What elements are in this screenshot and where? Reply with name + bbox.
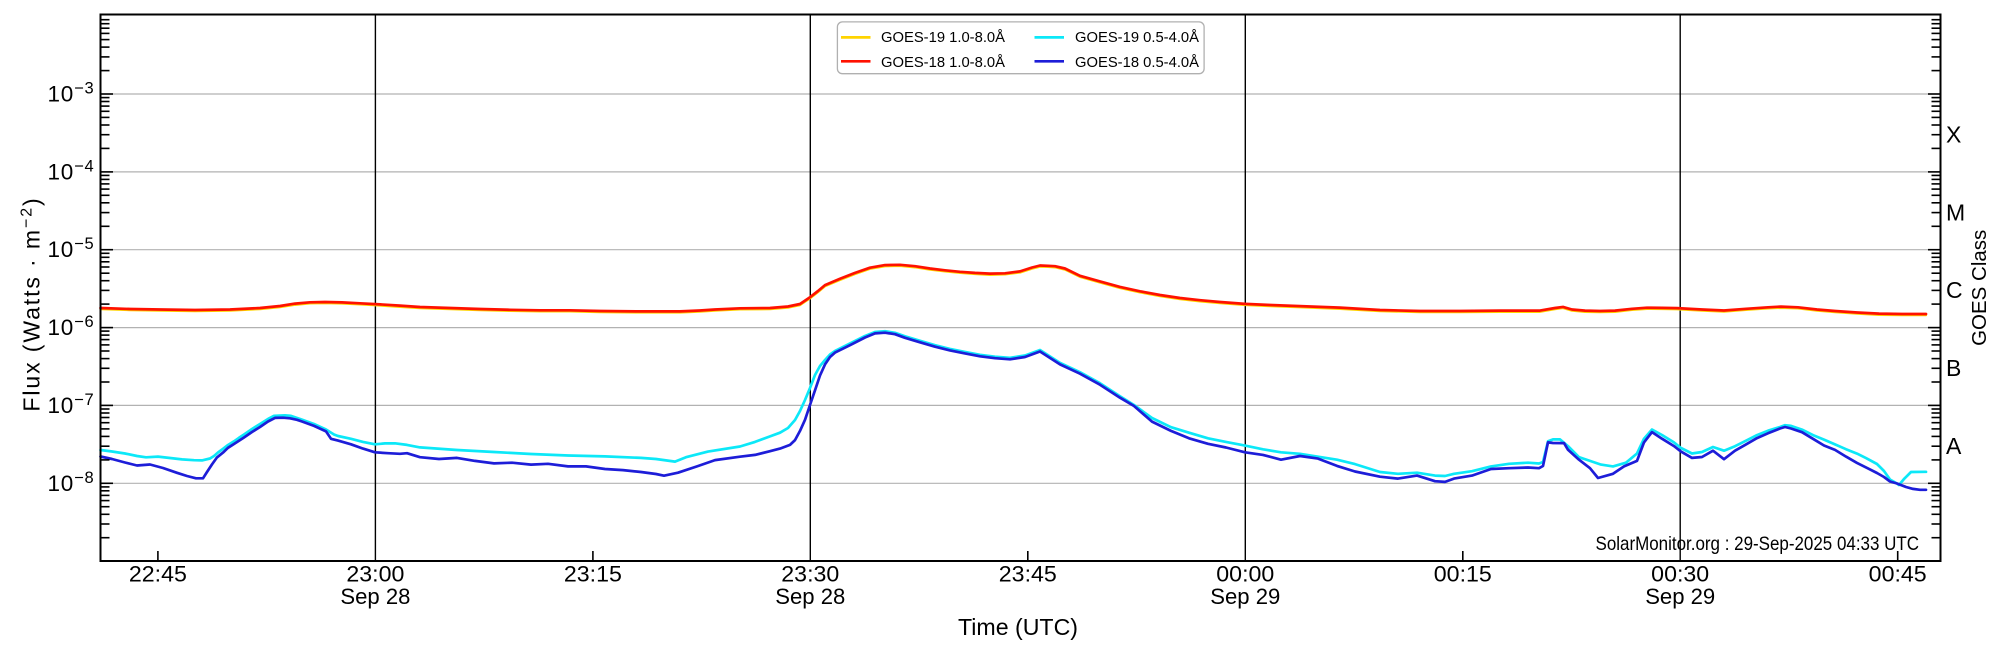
svg-text:GOES-18 0.5-4.0Å: GOES-18 0.5-4.0Å [1075, 54, 1200, 71]
svg-text:00:45: 00:45 [1869, 562, 1927, 587]
svg-text:C: C [1946, 277, 1963, 303]
svg-text:Sep 29: Sep 29 [1645, 584, 1715, 609]
svg-text:00:30: 00:30 [1651, 562, 1709, 587]
svg-text:23:15: 23:15 [564, 562, 622, 587]
svg-text:Sep 29: Sep 29 [1210, 584, 1280, 609]
svg-text:00:00: 00:00 [1216, 562, 1274, 587]
svg-text:M: M [1946, 199, 1965, 225]
svg-text:GOES-19 1.0-8.0Å: GOES-19 1.0-8.0Å [881, 29, 1006, 46]
svg-text:GOES-18 1.0-8.0Å: GOES-18 1.0-8.0Å [881, 54, 1006, 71]
svg-text:23:30: 23:30 [781, 562, 839, 587]
svg-text:X: X [1946, 121, 1961, 147]
svg-text:10−7: 10−7 [47, 391, 94, 418]
svg-text:A: A [1946, 433, 1962, 459]
svg-text:Flux (Watts · m−2): Flux (Watts · m−2) [19, 196, 45, 411]
svg-text:Sep 28: Sep 28 [775, 584, 845, 609]
svg-text:Time (UTC): Time (UTC) [958, 614, 1078, 640]
svg-text:22:45: 22:45 [129, 562, 187, 587]
svg-text:Sep 28: Sep 28 [340, 584, 410, 609]
svg-text:10−4: 10−4 [47, 157, 94, 184]
svg-text:SolarMonitor.org : 29-Sep-2025: SolarMonitor.org : 29-Sep-2025 04:33 UTC [1596, 533, 1920, 555]
svg-text:GOES Class: GOES Class [1968, 230, 1991, 346]
svg-text:23:00: 23:00 [346, 562, 404, 587]
svg-text:00:15: 00:15 [1434, 562, 1492, 587]
svg-text:23:45: 23:45 [999, 562, 1057, 587]
svg-text:GOES-19 0.5-4.0Å: GOES-19 0.5-4.0Å [1075, 29, 1200, 46]
svg-text:B: B [1946, 355, 1961, 381]
